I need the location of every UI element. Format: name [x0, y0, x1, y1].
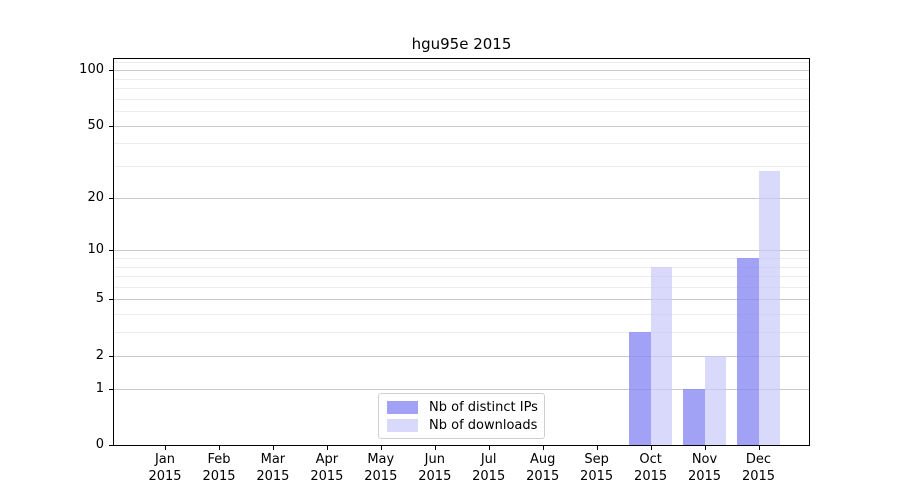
legend-entry-downloads: Nb of downloads [387, 416, 538, 434]
gridline-minor [114, 266, 809, 268]
y-tick-label: 50 [87, 117, 104, 133]
x-tick-label: Jan 2015 [148, 452, 182, 484]
x-tick-mark [380, 446, 382, 450]
bar-downloads-nov [704, 355, 726, 445]
legend-label-downloads: Nb of downloads [429, 417, 538, 433]
x-tick-label: Oct 2015 [634, 452, 668, 484]
x-tick-label: Dec 2015 [741, 452, 776, 484]
x-tick-label: Jul 2015 [472, 452, 506, 484]
x-tick-mark [434, 446, 436, 450]
gridline-minor [114, 286, 809, 288]
y-tick-label: 20 [87, 189, 104, 205]
gridline-major [114, 299, 809, 301]
bar-downloads-oct [650, 266, 673, 445]
gridline-major [114, 250, 809, 252]
y-tick-label: 10 [87, 242, 104, 258]
gridline-minor [114, 143, 809, 145]
gridline-minor [114, 314, 809, 316]
x-tick-label: Apr 2015 [310, 452, 344, 484]
gridline-minor [114, 332, 809, 334]
legend-swatch-downloads [387, 418, 418, 432]
x-tick-label: Sep 2015 [580, 452, 614, 484]
x-tick-label: Nov 2015 [687, 452, 722, 484]
x-tick-mark [272, 446, 274, 450]
legend-label-distinct-ips: Nb of distinct IPs [429, 399, 538, 415]
gridline-major [114, 388, 809, 390]
gridline-major [114, 355, 809, 357]
y-tick-mark [109, 70, 113, 71]
bar-distinct-ips-dec [737, 257, 759, 445]
legend-swatch-distinct-ips [387, 400, 418, 414]
x-tick-mark [488, 446, 490, 450]
y-tick-mark [109, 355, 113, 357]
x-tick-label: May 2015 [364, 452, 398, 484]
y-tick-label: 0 [95, 437, 104, 452]
y-tick-label: 1 [95, 380, 104, 396]
gridline-minor [114, 257, 809, 259]
x-tick-mark [758, 446, 760, 450]
y-tick-mark [109, 125, 113, 127]
x-tick-mark [165, 446, 166, 450]
y-tick-label: 100 [79, 62, 104, 77]
chart-title: hgu95e 2015 [411, 35, 512, 53]
x-tick-label: Aug 2015 [526, 452, 560, 484]
y-tick-mark [109, 299, 113, 301]
bar-distinct-ips-nov [683, 388, 705, 445]
gridline-major [114, 125, 809, 127]
y-tick-label: 5 [95, 291, 104, 307]
y-tick-mark [109, 197, 113, 199]
legend: Nb of distinct IPs Nb of downloads [378, 393, 545, 439]
bar-downloads-dec [758, 171, 780, 445]
gridline-major [114, 70, 809, 71]
bar-distinct-ips-oct [629, 332, 651, 445]
y-tick-label: 2 [95, 347, 104, 363]
gridline-minor [114, 98, 809, 100]
legend-entry-distinct-ips: Nb of distinct IPs [387, 398, 538, 416]
x-tick-label: Jun 2015 [418, 452, 452, 484]
x-tick-label: Feb 2015 [202, 452, 236, 484]
gridline-minor [114, 62, 809, 64]
x-tick-mark [704, 446, 706, 450]
y-tick-mark [109, 445, 113, 446]
x-tick-mark [219, 446, 220, 450]
y-tick-mark [109, 250, 113, 252]
plot-area [113, 58, 810, 446]
x-tick-mark [650, 446, 652, 450]
x-tick-mark [596, 446, 598, 450]
gridline-minor [114, 276, 809, 277]
gridline-minor [114, 166, 809, 167]
y-tick-mark [109, 388, 113, 390]
x-tick-mark [542, 446, 544, 450]
gridline-minor [114, 111, 809, 112]
gridline-minor [114, 78, 809, 80]
gridline-major [114, 197, 809, 199]
x-tick-mark [326, 446, 328, 450]
gridline-minor [114, 87, 809, 89]
x-tick-label: Mar 2015 [256, 452, 290, 484]
